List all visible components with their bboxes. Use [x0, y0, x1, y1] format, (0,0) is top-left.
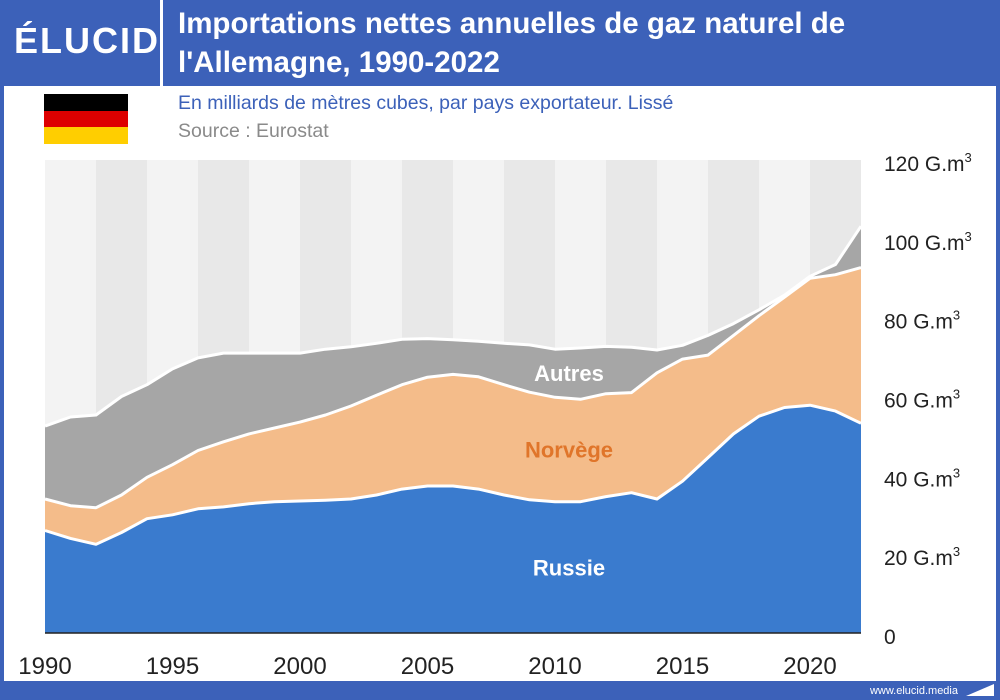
series-edge-0 [44, 403, 862, 546]
logo-divider [160, 0, 163, 86]
x-tick-label-2015: 2015 [656, 653, 709, 680]
chart-title-line-1: Importations nettes annuelles de gaz nat… [178, 7, 846, 40]
flag-stripe-gold [44, 127, 128, 144]
logo-text: ÉLUCID [14, 20, 160, 61]
germany-flag-icon [44, 94, 128, 144]
elucid-logo: ÉLUCID [0, 0, 160, 86]
flag-stripe-red [44, 110, 128, 128]
frame-right-border [996, 86, 1000, 700]
x-tick-label-1995: 1995 [146, 653, 199, 680]
footer-url: www.elucid.media [869, 685, 958, 697]
series-label-2: Autres [534, 361, 604, 386]
elucid-mark-icon [966, 684, 994, 696]
series-label-1: Norvège [525, 438, 613, 463]
footer-band [0, 681, 1000, 700]
y-tick-label-40: 40 G.m3 [884, 465, 960, 491]
y-tick-label-80: 80 G.m3 [884, 308, 960, 334]
area-russie [45, 405, 861, 633]
y-tick-label-120: 120 G.m3 [884, 150, 972, 176]
y-tick-label-100: 100 G.m3 [884, 229, 972, 255]
y-tick-label-0: 0 [884, 626, 896, 649]
header-bar: ÉLUCID Importations nettes annuelles de … [0, 0, 1000, 86]
area-series [44, 225, 863, 633]
series-edge-1 [44, 266, 862, 510]
axis-ticks: 0 20 G.m3 40 G.m3 60 G.m3 80 G.m3 100 G.m3 120… [18, 150, 971, 680]
y-tick-label-20: 20 G.m3 [884, 544, 960, 570]
chart-subtitle: En milliards de mètres cubes, par pays e… [178, 92, 674, 114]
series-edge-2 [44, 225, 863, 428]
x-tick-label-2020: 2020 [783, 653, 836, 680]
series-label-0: Russie [533, 555, 605, 580]
x-tick-label-2005: 2005 [401, 653, 454, 680]
chart-title: Importations nettes annuelles de gaz nat… [178, 4, 988, 82]
chart-title-line-2: l'Allemagne, 1990-2022 [178, 46, 500, 79]
series-labels: Russie Norvège Autres [525, 361, 613, 580]
area-norvege [45, 267, 861, 545]
x-tick-label-1990: 1990 [18, 653, 71, 680]
x-tick-label-2000: 2000 [273, 653, 326, 680]
chart-source: Source : Eurostat [178, 120, 329, 142]
y-tick-label-60: 60 G.m3 [884, 387, 960, 413]
frame-left-border [0, 86, 4, 700]
x-tick-label-2010: 2010 [528, 653, 581, 680]
footer-bar [0, 681, 1000, 700]
area-autres [45, 226, 861, 508]
flag-stripe-black [44, 94, 128, 111]
